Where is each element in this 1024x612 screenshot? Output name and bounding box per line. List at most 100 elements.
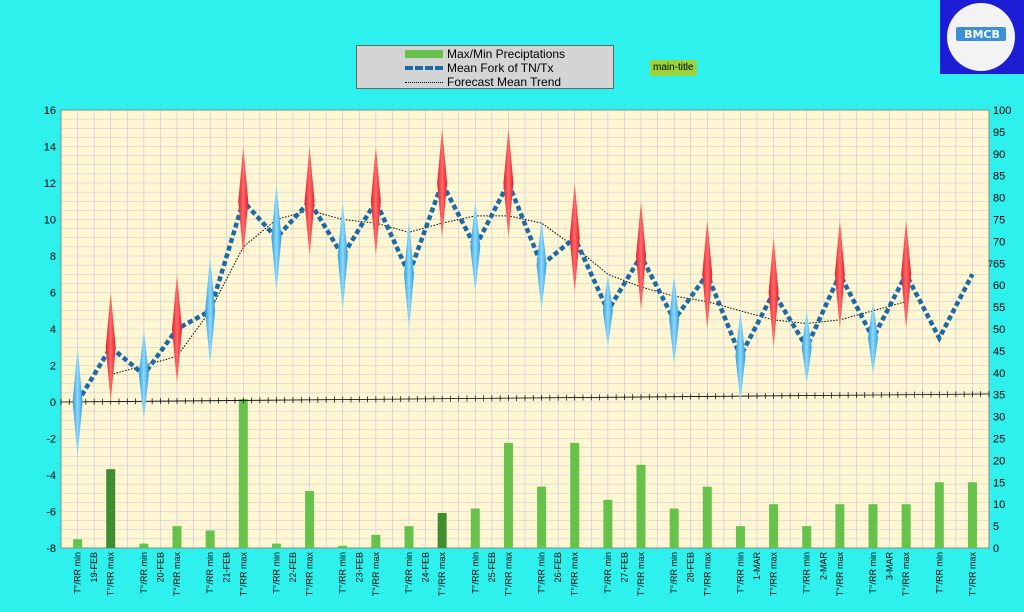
date-label: 23-FEB [354, 552, 364, 583]
temp-marker [801, 310, 812, 384]
y-tick-label-right: 70 [993, 236, 1005, 248]
legend-item-mean: Mean Fork of TN/Tx [405, 61, 553, 75]
x-tick-label: T°/RR max [503, 552, 513, 597]
x-tick-label: T°/RR max [835, 552, 845, 597]
x-tick-label: T°/RR min [205, 552, 215, 594]
legend-swatch-bar [405, 50, 443, 58]
x-tick-label: T°/RR min [470, 552, 480, 594]
precip-bar [205, 530, 215, 548]
temp-marker [702, 219, 713, 329]
legend-item-precip: Max/Min Preciptations [405, 47, 565, 61]
x-tick-label: T°/RR max [901, 552, 911, 597]
logo-band [956, 27, 1006, 41]
y-tick-label-left: 0 [50, 397, 56, 409]
temp-marker [404, 219, 414, 329]
y-tick-label-left: 6 [50, 288, 56, 300]
legend-swatch-dotted [405, 81, 443, 83]
date-label: 19-FEB [89, 552, 99, 583]
temp-marker [470, 201, 481, 293]
precip-bar [802, 526, 812, 548]
temp-marker [636, 201, 646, 311]
precip-bar [305, 491, 315, 548]
precip-bar [967, 482, 977, 548]
x-tick-label: T°/RR max [238, 552, 248, 597]
y-tick-label-right: 55 [993, 302, 1005, 314]
plot-border [60, 109, 990, 549]
y-tick-label-right: 65 [993, 258, 1005, 270]
y-tick-label-right: 100 [993, 105, 1011, 117]
y-tick-label-left: -2 [46, 434, 56, 446]
precip-bar [901, 504, 911, 548]
end-value-label: 7 [988, 259, 993, 269]
precip-bar [404, 526, 414, 548]
temp-marker [238, 146, 249, 256]
y-tick-label-right: 15 [993, 477, 1005, 489]
x-tick-label: T°/RR min [271, 552, 281, 594]
y-tick-label-left: 4 [50, 324, 56, 336]
temp-marker [602, 274, 613, 348]
precip-bar [669, 508, 679, 548]
x-tick-label: T°/RR max [636, 552, 646, 597]
y-tick-label-left: -4 [46, 470, 56, 482]
y-tick-label-right: 90 [993, 149, 1005, 161]
mean-path [75, 177, 975, 404]
y-tick-label-left: 2 [50, 361, 56, 373]
temp-marker [868, 301, 878, 375]
x-tick-label: T°/RR max [702, 552, 712, 597]
y-tick-label-left: 14 [44, 142, 56, 154]
x-axis: T°/RR min T°/RR max T°/RR min T°/RR max T°/R… [73, 552, 978, 597]
x-tick-label: T°/RR max [437, 552, 447, 597]
temp-marker [569, 183, 580, 293]
y-axis-right: 0 5 10 15 20 25 30 35 40 45 50 55 60 65 70 75 80 85 90 95 10… [993, 105, 1011, 555]
temp-marker [735, 310, 746, 402]
date-label: 21-FEB [222, 552, 232, 583]
y-tick-label-right: 5 [993, 521, 999, 533]
x-tick-label: T°/RR min [139, 552, 149, 594]
date-label: 22-FEB [288, 552, 298, 583]
date-label: 26-FEB [553, 552, 563, 583]
y-tick-label-right: 75 [993, 215, 1005, 227]
x-tick-label: T°/RR max [371, 552, 381, 597]
y-tick-label-right: 35 [993, 390, 1005, 402]
temp-marker [205, 256, 216, 366]
y-tick-label-right: 60 [993, 280, 1005, 292]
y-tick-label-left: 12 [44, 178, 56, 190]
x-tick-label: T°/RR min [73, 552, 83, 594]
x-tick-label: T°/RR min [802, 552, 812, 594]
precip-bar [271, 543, 281, 548]
x-tick-label: T°/RR min [669, 552, 679, 594]
precip-bar [537, 486, 547, 548]
x-tick-label: T°/RR min [537, 552, 547, 594]
y-tick-label-right: 40 [993, 368, 1005, 380]
logo: BMCB [940, 0, 1024, 74]
temp-marker [768, 237, 779, 348]
temp-marker [901, 219, 912, 329]
y-tick-label-right: 0 [993, 543, 999, 555]
legend-swatch-dashed [405, 66, 443, 70]
temp-marker [304, 146, 315, 256]
legend: Max/Min Preciptations Mean Fork of TN/Tx… [356, 45, 614, 89]
x-tick-label: T°/RR max [967, 552, 977, 597]
y-tick-label-right: 85 [993, 171, 1005, 183]
x-tick-label: T°/RR min [934, 552, 944, 594]
temperature-markers [72, 128, 912, 457]
y-tick-label-right: 50 [993, 324, 1005, 336]
temp-marker [437, 128, 448, 238]
precip-bar [934, 482, 944, 548]
precipitation-bars [73, 399, 977, 548]
precip-bar [172, 526, 182, 548]
precip-bar [238, 399, 248, 548]
temp-marker [503, 128, 514, 238]
date-label: 3-MAR [885, 552, 895, 581]
x-tick-label: T°/RR min [735, 552, 745, 594]
y-axis-left: -8 -6 -4 -2 0 2 4 6 8 10 12 14 16 [44, 105, 56, 555]
y-tick-label-right: 10 [993, 499, 1005, 511]
y-tick-label-left: 8 [50, 251, 56, 263]
y-tick-label-right: 45 [993, 346, 1005, 358]
date-label: 20-FEB [155, 552, 165, 583]
x-tick-label: T°/RR max [305, 552, 315, 597]
y-tick-label-right: 20 [993, 455, 1005, 467]
y-tick-label-right: 25 [993, 434, 1005, 446]
temp-marker [271, 183, 282, 293]
legend-label: Max/Min Preciptations [447, 47, 566, 61]
